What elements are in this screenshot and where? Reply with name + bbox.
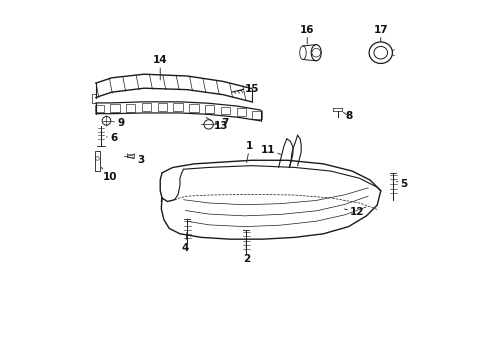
Text: 4: 4 (181, 232, 189, 253)
Text: 10: 10 (101, 167, 117, 182)
Bar (204, 105, 214, 113)
Bar (142, 103, 151, 111)
Bar (236, 108, 245, 116)
Text: 14: 14 (153, 55, 167, 80)
Text: 8: 8 (343, 111, 351, 121)
Text: 12: 12 (344, 207, 364, 217)
Bar (158, 103, 167, 111)
Text: 3: 3 (126, 155, 144, 165)
Text: 11: 11 (260, 144, 280, 154)
Bar (126, 104, 135, 112)
Text: 5: 5 (396, 179, 407, 189)
Bar (189, 104, 198, 112)
Bar (221, 107, 230, 114)
Text: 2: 2 (242, 241, 249, 264)
Text: 16: 16 (300, 25, 314, 44)
Bar (252, 111, 261, 119)
Bar (110, 104, 120, 112)
Text: 1: 1 (246, 141, 253, 162)
Text: 13: 13 (206, 118, 228, 131)
Bar (94, 104, 104, 112)
Bar (95, 151, 100, 171)
Text: 9: 9 (114, 118, 124, 128)
Text: 6: 6 (106, 133, 117, 143)
Text: 7: 7 (215, 118, 228, 128)
Bar (173, 103, 183, 111)
Text: 17: 17 (373, 25, 387, 42)
Text: 15: 15 (238, 84, 259, 94)
